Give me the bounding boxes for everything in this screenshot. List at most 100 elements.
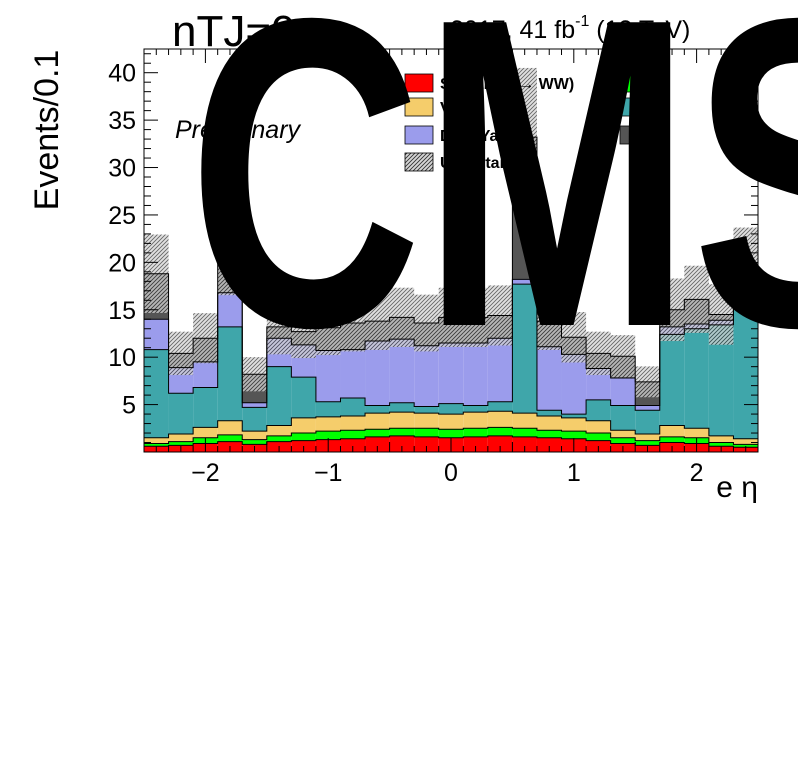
bar-ttbar-bin-4 [242, 407, 267, 432]
bar-ggww-bin-5 [266, 435, 292, 442]
bar-ggww-bin-10 [389, 428, 415, 436]
bar-signal-bin-10 [389, 435, 415, 452]
y-tick-label: 30 [108, 155, 136, 183]
bar-ttbar-bin-1 [168, 393, 194, 434]
bar-dy-bin-2 [193, 361, 218, 388]
bar-ttbar-bin-12 [438, 403, 464, 415]
bar-vv-bin-5 [266, 425, 292, 436]
bar-vv-bin-17 [561, 417, 587, 432]
legend-swatch-uncertainty [404, 152, 434, 172]
bar-vv-bin-11 [414, 413, 439, 429]
bar-ttbar-bin-24 [733, 300, 758, 439]
legend-swatch-dy [404, 125, 434, 145]
bar-vv-bin-20 [635, 433, 660, 441]
bar-ggww-bin-1 [168, 441, 194, 446]
bar-dy-bin-3 [217, 292, 243, 327]
bar-ttbar-bin-0 [144, 349, 169, 438]
bar-dy-bin-9 [365, 341, 390, 406]
bar-vv-bin-13 [463, 412, 488, 429]
bar-ttbar-bin-3 [217, 326, 243, 421]
bar-ggww-bin-7 [315, 431, 341, 440]
x-tick-label: 0 [444, 459, 458, 487]
bar-ggww-bin-24 [733, 444, 758, 448]
bar-ttbar-bin-17 [561, 414, 587, 418]
bar-dy-bin-15 [512, 279, 537, 285]
bar-ggww-bin-20 [635, 440, 660, 446]
legend: Signal(GG→ WW) VV Drell Yan Uncertainty [404, 73, 649, 172]
bar-ttbar-bin-15 [512, 284, 537, 414]
y-tick-label: 5 [122, 392, 136, 420]
bar-ttbar-bin-16 [536, 410, 562, 416]
bar-ttbar-bin-11 [414, 406, 439, 414]
bar-vv-bin-10 [389, 412, 415, 429]
x-tick-label: −2 [191, 459, 220, 487]
bar-ggww-bin-23 [708, 442, 734, 447]
bar-dy-bin-20 [635, 405, 660, 411]
bar-ttbar-bin-18 [586, 399, 611, 421]
legend-swatch-signal [404, 73, 434, 93]
y-tick-label: 35 [108, 107, 136, 135]
preliminary-label: Preliminary [175, 116, 302, 144]
x-tick-label: −1 [314, 459, 343, 487]
bar-vv-bin-3 [217, 420, 243, 435]
bar-ggww-bin-18 [586, 433, 611, 441]
stack-outline-ggww [144, 426, 758, 445]
legend-swatch-ttbar [619, 97, 649, 117]
bar-vv-bin-15 [512, 413, 537, 429]
bar-ggww-bin-0 [144, 443, 169, 447]
bar-ggww-bin-11 [414, 428, 439, 437]
bar-dy-bin-7 [315, 350, 341, 402]
bar-ggww-bin-13 [463, 428, 488, 437]
legend-swatch-other [619, 125, 649, 145]
bar-signal-bin-11 [414, 436, 439, 452]
bar-ggww-bin-19 [610, 437, 636, 444]
stack-outline-other [144, 136, 758, 383]
bar-dy-bin-14 [487, 338, 513, 402]
axis-layer: 5 10 15 20 25 30 35 40 −2 −1 0 1 2 [108, 49, 759, 487]
bar-dy-bin-10 [389, 339, 415, 403]
bar-ttbar-bin-14 [487, 401, 513, 412]
bar-ttbar-bin-19 [610, 405, 636, 431]
bar-ggww-bin-8 [340, 430, 366, 439]
bar-ttbar-bin-6 [291, 377, 316, 418]
bar-ggww-bin-9 [365, 429, 390, 437]
stack-outline-ttbar [144, 283, 758, 415]
bar-vv-bin-4 [242, 431, 267, 440]
bar-vv-bin-0 [144, 437, 169, 444]
bar-vv-bin-2 [193, 427, 218, 438]
bar-ggww-bin-12 [438, 429, 464, 438]
njet-label: nTJ=0 [172, 7, 296, 56]
bar-vv-bin-18 [586, 420, 611, 434]
y-tick-label: 25 [108, 202, 136, 230]
bar-ttbar-bin-8 [340, 397, 366, 416]
bar-vv-bin-16 [536, 415, 562, 431]
bar-vv-bin-8 [340, 415, 366, 431]
bar-signal-bin-13 [463, 436, 488, 452]
bar-vv-bin-24 [733, 438, 758, 445]
bar-vv-bin-19 [610, 430, 636, 438]
bar-vv-bin-9 [365, 413, 390, 430]
bar-ttbar-bin-7 [315, 401, 341, 417]
bar-ggww-bin-6 [291, 433, 316, 441]
legend-label-uncertainty: Uncertainty [440, 155, 528, 172]
bar-dy-bin-19 [610, 378, 636, 406]
bar-signal-bin-15 [512, 436, 537, 452]
bar-ttbar-bin-22 [684, 328, 709, 429]
bar-ttbar-bin-2 [193, 387, 218, 428]
x-tick-label: 1 [567, 459, 581, 487]
legend-swatch-ggww [619, 73, 649, 93]
bar-vv-bin-1 [168, 433, 194, 442]
bar-ggww-bin-3 [217, 434, 243, 442]
bar-ggww-bin-17 [561, 431, 587, 439]
y-tick-label: 15 [108, 297, 136, 325]
bar-ttbar-bin-9 [365, 405, 390, 414]
bar-ttbar-bin-13 [463, 405, 488, 413]
stack-outline-signal [144, 435, 758, 448]
bar-vv-bin-21 [659, 425, 685, 437]
bar-ggww-bin-15 [512, 428, 537, 437]
y-tick-label: 20 [108, 249, 136, 277]
bar-dy-bin-8 [340, 349, 366, 398]
bar-vv-bin-12 [438, 414, 464, 430]
bar-dy-bin-4 [242, 402, 267, 408]
legend-label-dy: Drell Yan [440, 128, 508, 145]
